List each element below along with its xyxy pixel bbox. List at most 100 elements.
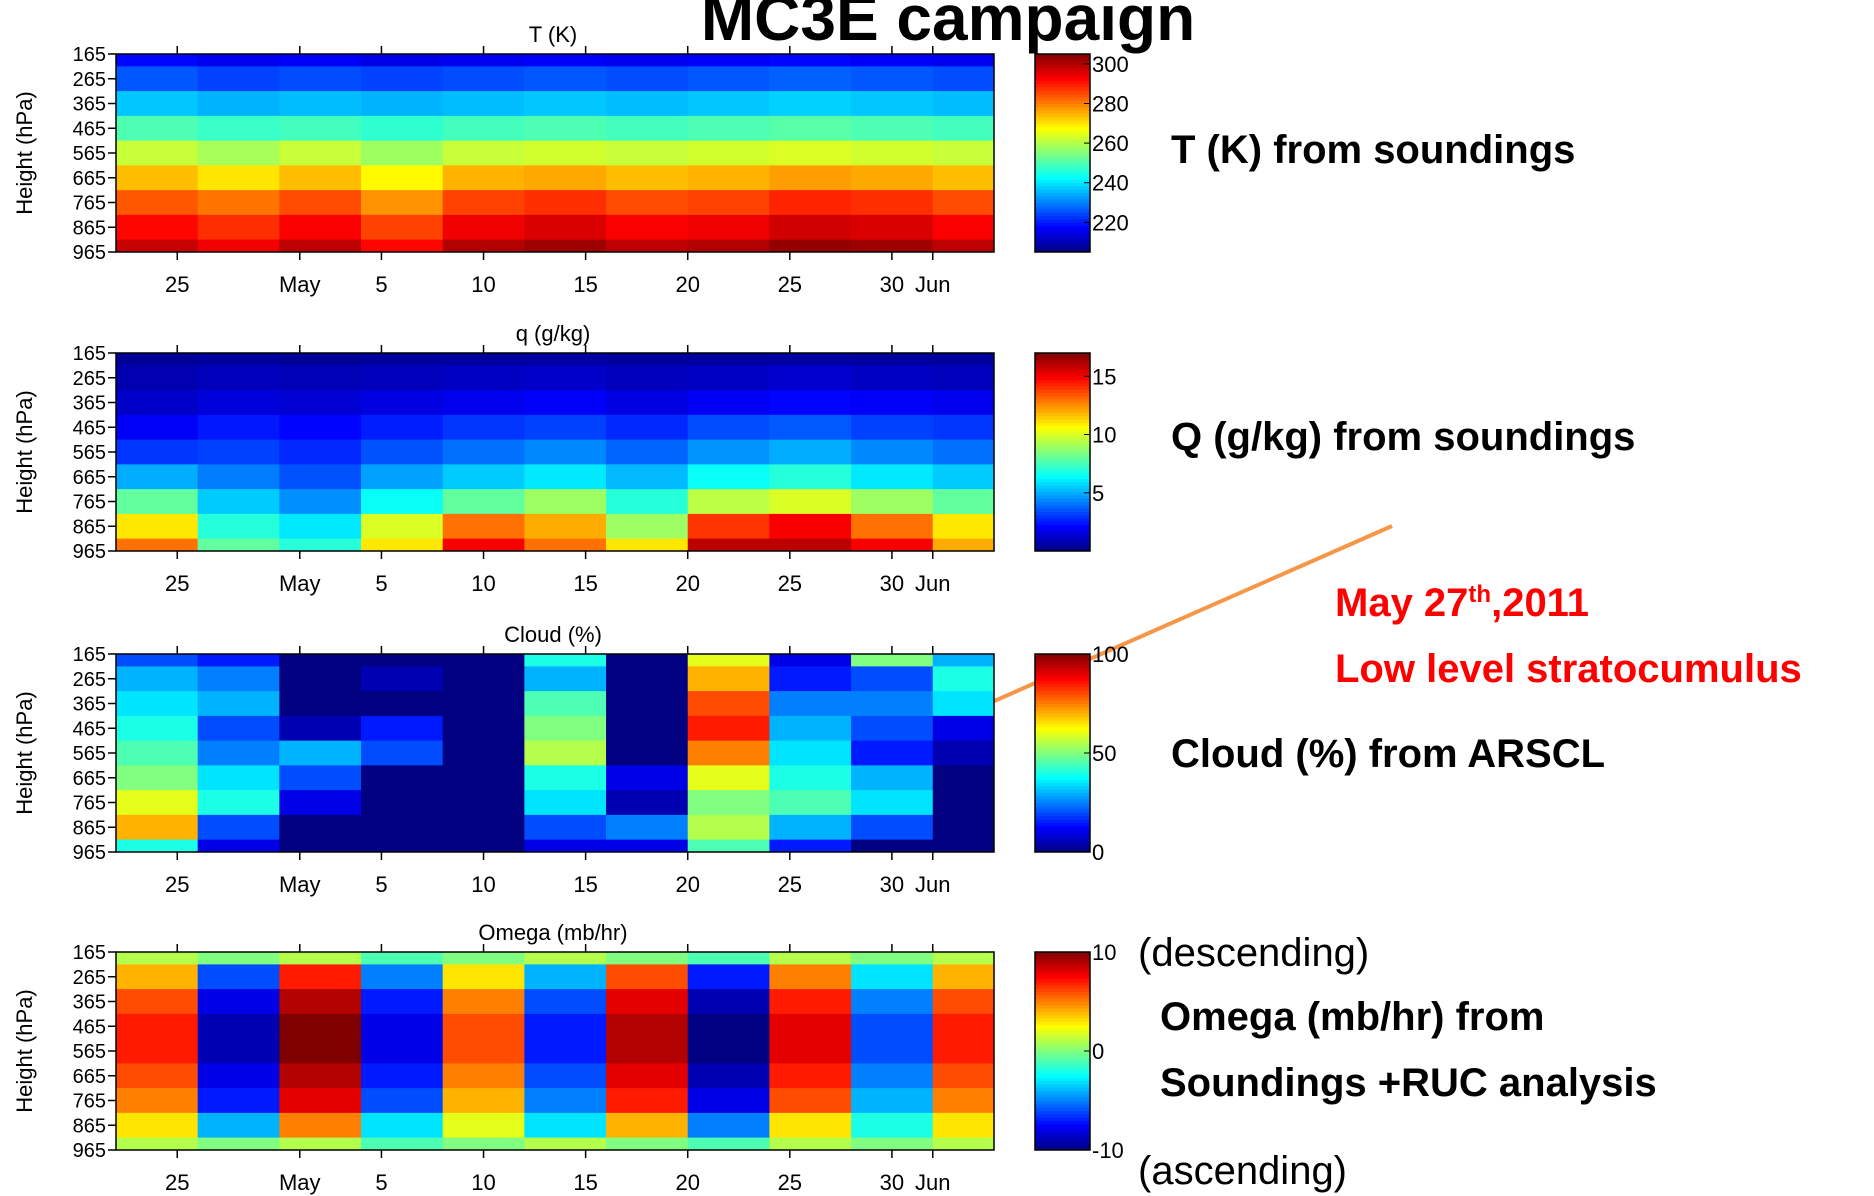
heat-cell [442,54,525,67]
x-tick-label: 30 [880,571,904,596]
colorbar-stripe [1035,219,1090,223]
y-tick-label: 965 [73,842,106,864]
heat-cell [197,691,280,717]
heat-cell [116,390,199,416]
colorbar-stripe [1035,772,1090,777]
heat-cell [279,1112,362,1139]
colorbar-stripe [1035,1037,1090,1042]
heat-cell [769,214,852,241]
heat-cell [524,839,607,852]
colorbar-stripe [1035,968,1090,973]
colorbar-stripe [1035,458,1090,463]
heat-cell [116,814,199,841]
heat-cell [606,952,689,965]
colorbar-stripe [1035,491,1090,496]
colorbar-stripe [1035,419,1090,423]
heat-cell [606,814,689,841]
heat-cell [361,513,444,540]
colorbar-stripe [1035,825,1090,830]
heat-cell [116,740,199,766]
heat-cell [606,740,689,766]
y-tick-label: 365 [73,694,106,716]
colorbar-stripe [1035,63,1090,68]
y-tick-label: 365 [73,992,106,1014]
heat-cell [606,964,689,990]
heat-cell [769,66,852,92]
heat-cell [769,654,852,667]
heat-cell [932,115,994,142]
heatmap [116,54,994,252]
heatmap [116,952,994,1150]
colorbar-tick-label: 15 [1092,364,1116,389]
side-label: Omega (mb/hr) from [1160,995,1544,1039]
colorbar-stripe [1035,838,1090,843]
heat-cell [851,239,934,252]
heat-cell [197,140,280,166]
heat-cell [279,140,362,166]
heat-cell [932,214,994,241]
heat-cell [116,91,199,117]
y-axis-label: Height (hPa) [12,691,37,815]
heat-cell [769,691,852,717]
colorbar-stripe [1035,832,1090,836]
heat-cell [851,464,934,490]
heat-cell [606,66,689,92]
colorbar-stripe [1035,703,1090,708]
heat-cell [769,989,852,1015]
heat-cell [442,66,525,92]
y-tick-label: 465 [73,118,106,140]
colorbar-stripe [1035,238,1090,243]
heat-cell [687,54,770,67]
colorbar-stripe [1035,415,1090,420]
x-tick-label: 25 [778,272,802,297]
date-part: ,2011 [1491,581,1589,625]
heat-cell [524,654,607,667]
heat-cell [361,814,444,841]
heat-cell [851,839,934,852]
heat-cell [687,190,770,216]
heat-cell [279,214,362,241]
x-tick-label: 25 [165,872,189,897]
heat-cell [279,439,362,465]
heat-cell [851,666,934,692]
heat-cell [606,691,689,717]
heat-cell [932,715,994,742]
heat-cell [606,439,689,465]
colorbar-stripe [1035,1054,1090,1059]
heat-cell [361,140,444,166]
x-tick-label: 25 [165,571,189,596]
heat-cell [524,190,607,216]
colorbar-stripe [1035,366,1090,370]
heat-cell [769,439,852,465]
heat-cell [442,1137,525,1150]
heat-cell [769,140,852,166]
heat-cell [442,91,525,117]
colorbar-stripe [1035,776,1090,780]
colorbar-stripe [1035,465,1090,469]
heat-cell [197,439,280,465]
colorbar-note: (descending) [1138,931,1369,975]
heat-cell [769,513,852,540]
colorbar-stripe [1035,743,1090,747]
heat-cell [361,239,444,252]
colorbar-stripe [1035,129,1090,134]
colorbar-stripe [1035,471,1090,476]
heat-cell [116,140,199,166]
heat-cell [687,691,770,717]
colorbar-stripe [1035,422,1090,427]
colorbar-stripe [1035,994,1090,999]
colorbar-stripe [1035,77,1090,81]
colorbar-stripe [1035,1014,1090,1019]
heat-cell [687,715,770,742]
colorbar-stripe [1035,1123,1090,1128]
colorbar-stripe [1035,494,1090,499]
heat-cell [197,654,280,667]
heat-cell [279,740,362,766]
heat-cell [769,464,852,490]
x-tick-label: 20 [675,872,699,897]
heat-cell [769,1137,852,1150]
heat-cell [361,54,444,67]
heat-cell [932,765,994,791]
colorbar-stripe [1035,766,1090,770]
